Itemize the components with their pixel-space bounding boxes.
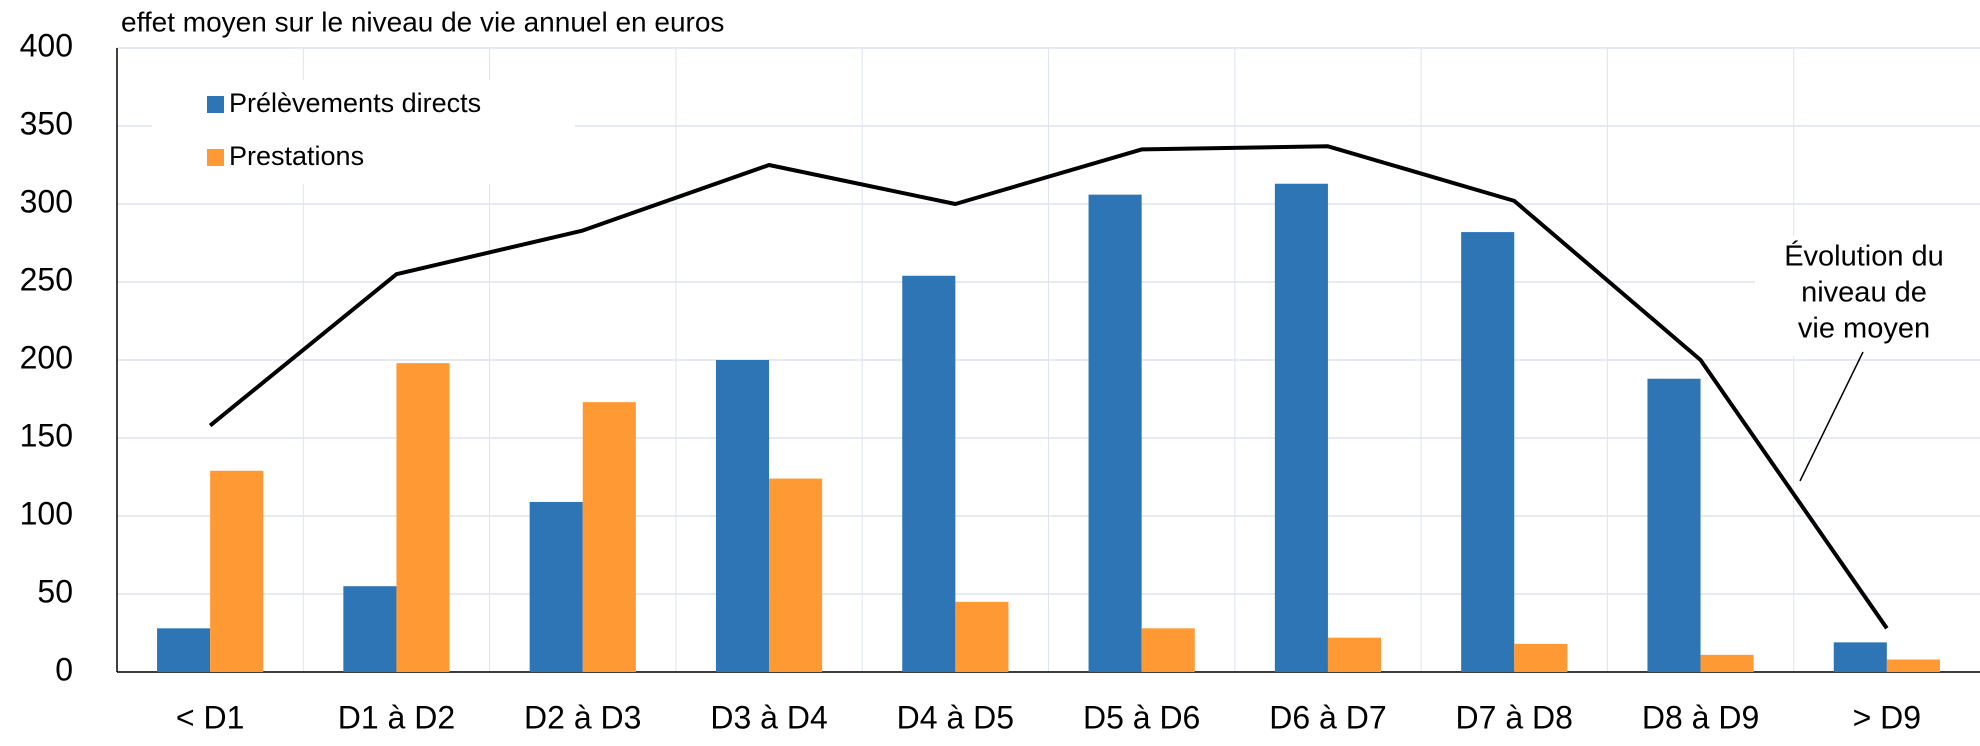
x-tick-label: D7 à D8 [1456,699,1573,735]
x-tick-label: D4 à D5 [897,699,1014,735]
y-tick-label: 0 [55,651,73,687]
annotation-leader [1799,351,1864,482]
x-tick-label: < D1 [176,699,244,735]
bar [1141,628,1195,672]
y-tick-label: 200 [20,339,73,375]
bar [157,628,211,672]
annotation-text: niveau de [1801,277,1927,309]
bar [769,478,823,672]
y-tick-label: 50 [37,573,73,609]
x-tick-label: D2 à D3 [524,699,641,735]
x-tick-label: D6 à D7 [1269,699,1386,735]
bar [1514,643,1568,672]
bar [582,402,636,672]
chart-title: effet moyen sur le niveau de vie annuel … [121,6,724,37]
x-tick-label: D1 à D2 [338,699,455,735]
bar [715,360,770,672]
bar [1833,642,1887,672]
y-tick-label: 350 [20,105,73,141]
legend-label: Prélèvements directs [229,88,481,118]
bar [1700,654,1754,672]
x-tick-label: D5 à D6 [1083,699,1200,735]
y-tick-label: 150 [20,417,73,453]
y-tick-label: 100 [20,495,73,531]
bar [1461,232,1515,672]
legend-swatch [207,96,224,113]
x-tick-label: D3 à D4 [710,699,827,735]
legend-swatch [207,149,224,166]
x-tick-label: > D9 [1853,699,1921,735]
bar [1088,194,1142,672]
annotation-text: Évolution du [1784,240,1944,273]
bar [902,275,956,672]
bar [396,363,450,672]
bar [1647,378,1701,672]
legend-label: Prestations [229,141,364,171]
bar [529,501,583,672]
bar [1327,637,1382,672]
bar [210,470,264,672]
bar [1274,183,1328,672]
x-tick-label: D8 à D9 [1642,699,1759,735]
y-tick-label: 400 [20,27,73,63]
y-tick-label: 300 [20,183,73,219]
bar [1886,659,1940,672]
annotation-text: vie moyen [1798,313,1930,345]
annotation-box [1755,236,1980,356]
line-series [208,144,1889,630]
bar [955,601,1009,672]
bar [343,586,397,672]
y-tick-label: 250 [20,261,73,297]
